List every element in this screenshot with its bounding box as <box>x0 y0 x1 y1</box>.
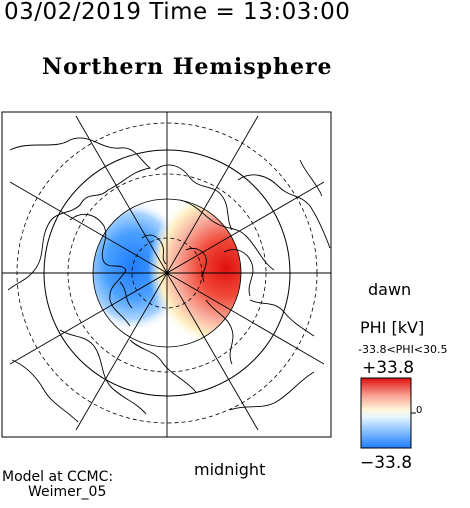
colorbar-max-label: +33.8 <box>362 358 415 378</box>
colorbar <box>360 377 416 449</box>
meridian-lines <box>2 112 331 437</box>
colorbar-range: -33.8<PHI<30.5 <box>358 343 448 356</box>
date-time-header: 03/02/2019 Time = 13:03:00 <box>4 0 351 25</box>
dawn-label: dawn <box>368 280 412 299</box>
model-name-label: Weimer_05 <box>28 484 107 500</box>
positive-potential-cell <box>148 199 241 347</box>
colorbar-title: PHI [kV] <box>360 318 425 337</box>
hemisphere-title: Northern Hemisphere <box>42 54 333 80</box>
potential-cells <box>93 199 241 347</box>
coastlines <box>7 137 331 423</box>
colorbar-min-label: −33.8 <box>360 453 413 473</box>
map-frame <box>1 111 332 438</box>
midnight-label: midnight <box>194 460 266 479</box>
colorbar-gradient <box>360 377 412 449</box>
colorbar-zero-label: 0 <box>416 405 423 416</box>
model-source-label: Model at CCMC: <box>2 469 114 485</box>
